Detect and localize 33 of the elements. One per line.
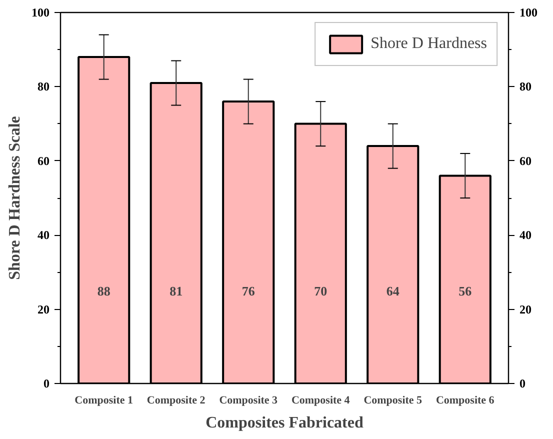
bar — [366, 145, 420, 384]
y-tick-label: 0 — [44, 376, 50, 390]
y2-tick-label: 60 — [520, 154, 532, 168]
bar — [294, 122, 347, 384]
bar — [78, 56, 130, 384]
data-label: 76 — [242, 283, 256, 298]
x-tick-label: Composite 5 — [364, 394, 423, 406]
bar — [222, 100, 275, 384]
y-tick-label: 100 — [32, 6, 50, 20]
y2-tick-label: 40 — [520, 228, 532, 242]
x-tick-label: Composite 4 — [291, 394, 350, 406]
x-tick-label: Composite 1 — [74, 394, 134, 406]
x-tick-label: Composite 3 — [219, 394, 278, 406]
legend-label: Shore D Hardness — [370, 35, 487, 53]
y-tick-label: 40 — [38, 228, 50, 242]
y-axis-title: Shore D Hardness Scale — [6, 116, 24, 280]
data-label: 88 — [97, 283, 111, 298]
y-tick-label: 20 — [38, 302, 50, 316]
y2-tick-label: 80 — [520, 80, 532, 94]
y2-tick-label: 20 — [520, 302, 532, 316]
y2-tick-label: 0 — [520, 376, 526, 390]
y2-tick-label: 100 — [520, 6, 538, 20]
data-label: 64 — [386, 283, 400, 298]
x-tick-label: Composite 6 — [436, 394, 495, 406]
x-axis-title: Composites Fabricated — [206, 414, 364, 432]
y-tick-label: 60 — [38, 154, 50, 168]
x-tick-label: Composite 2 — [146, 394, 206, 406]
data-label: 70 — [314, 283, 328, 298]
data-label: 56 — [458, 283, 472, 298]
y-tick-label: 80 — [38, 80, 50, 94]
data-label: 81 — [170, 283, 183, 298]
bar — [438, 174, 492, 384]
bar — [150, 82, 202, 384]
